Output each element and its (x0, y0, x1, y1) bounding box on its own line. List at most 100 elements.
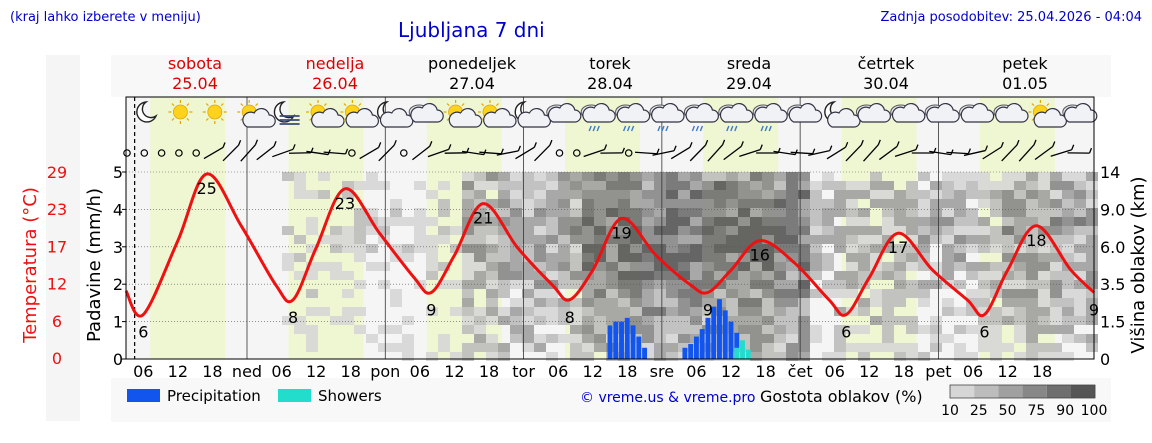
cloud-cell (618, 253, 630, 262)
cloud-cell (726, 235, 738, 244)
sun-ray (323, 103, 327, 107)
cloud-cell (570, 244, 582, 253)
cloud-cell (714, 217, 726, 226)
cloud-cell (594, 307, 606, 316)
cloud-cell (666, 262, 678, 271)
cloud-cell (474, 262, 486, 271)
cloud-cell (1026, 253, 1038, 262)
cloud-cell (570, 334, 582, 343)
cloud-cell (522, 172, 534, 181)
cloud-cell (534, 199, 546, 208)
cloud-cell (498, 316, 510, 325)
cloud-cell (1086, 226, 1098, 235)
moon-shape (273, 101, 296, 123)
cloud-cell (990, 199, 1002, 208)
cloud-cell (702, 172, 714, 181)
day-date: 25.04 (172, 74, 218, 93)
temp-max-label: 18 (1026, 231, 1046, 250)
hour-tick-label: 06 (410, 362, 430, 381)
cloud-cell (474, 226, 486, 235)
wind-barb-tick (1052, 141, 1056, 147)
wind-barb-tick (656, 148, 660, 154)
cloud-cell (546, 298, 558, 307)
cloud-cell (630, 244, 642, 253)
cloud-cell (1074, 253, 1086, 262)
cloud-cell (978, 235, 990, 244)
sun-ray (1031, 103, 1035, 107)
cloud-cell (666, 352, 678, 361)
cloud-cell (366, 262, 378, 271)
plot-frame (125, 96, 1095, 360)
cloud-cell (438, 235, 450, 244)
precip-tick-label: 5 (113, 163, 123, 182)
cloud-cell (642, 235, 654, 244)
cloud-cell (402, 343, 414, 352)
cloud-cell (834, 226, 846, 235)
cloud-cell (1050, 253, 1062, 262)
cloud-cell (342, 244, 354, 253)
cloud-icon (855, 102, 891, 123)
cloud-shape (960, 102, 995, 123)
cloud-shape (754, 102, 788, 123)
cloud-cell (498, 262, 510, 271)
cloud-cell (846, 244, 858, 253)
cloud-cell (882, 325, 894, 334)
cloud-cell (294, 235, 306, 244)
cloud-cell (1026, 181, 1038, 190)
cloud-cell (774, 343, 786, 352)
hour-tick-label: 06 (686, 362, 706, 381)
cloud-cell (426, 253, 438, 262)
cloud-cell (486, 343, 498, 352)
wind-barb-tick (721, 139, 726, 146)
cloud-cell (930, 325, 942, 334)
hour-tick-label: 18 (202, 362, 222, 381)
cloud-cell (1014, 262, 1026, 271)
cloud-cell (306, 226, 318, 235)
cloud-cell (558, 262, 570, 271)
cloud-cell (1086, 208, 1098, 217)
cloud-cell (666, 316, 678, 325)
hour-tick-label: 18 (341, 362, 361, 381)
cloud-cell (930, 343, 942, 352)
cloud-cell (714, 289, 726, 298)
wind-barb (929, 150, 952, 156)
cloud-rain-icon (683, 102, 719, 132)
cloud-cell (330, 235, 342, 244)
cloud-cell (762, 289, 774, 298)
cloud-cell (678, 208, 690, 217)
cloud-cell (474, 253, 486, 262)
cloud-cell (438, 199, 450, 208)
cloud-cell (846, 325, 858, 334)
cloud-cell (570, 181, 582, 190)
cloud-rain-icon (718, 102, 754, 132)
cloud-cell (882, 271, 894, 280)
cloud-cell (306, 325, 318, 334)
cloud-cell (570, 352, 582, 361)
cloud-cell (882, 298, 894, 307)
cloud-cell (1026, 262, 1038, 271)
cloud-cell (618, 190, 630, 199)
cloud-cell (882, 307, 894, 316)
cloud-cell (738, 316, 750, 325)
wind-barb (1050, 149, 1072, 157)
cloud-cell (774, 262, 786, 271)
cloud-cell (990, 271, 1002, 280)
cloud-cell (738, 199, 750, 208)
cloud-cell (942, 262, 954, 271)
location-hint[interactable]: (kraj lahko izberete v meniju) (10, 10, 201, 25)
cloud-cell (474, 343, 486, 352)
cloud-cell (978, 334, 990, 343)
cloud-cell (498, 289, 510, 298)
wind-barb (946, 151, 969, 155)
calm-wind-mark (123, 149, 131, 157)
rain-drop (691, 125, 696, 132)
cloud-cell (1074, 226, 1086, 235)
cloud-cell (594, 217, 606, 226)
cloud-cell (582, 217, 594, 226)
cloud-cell (678, 307, 690, 316)
cloud-cell (570, 208, 582, 217)
cloud-cell (678, 172, 690, 181)
cloud-cell (498, 253, 510, 262)
cloud-cell (618, 334, 630, 343)
cloud-cell (750, 343, 762, 352)
